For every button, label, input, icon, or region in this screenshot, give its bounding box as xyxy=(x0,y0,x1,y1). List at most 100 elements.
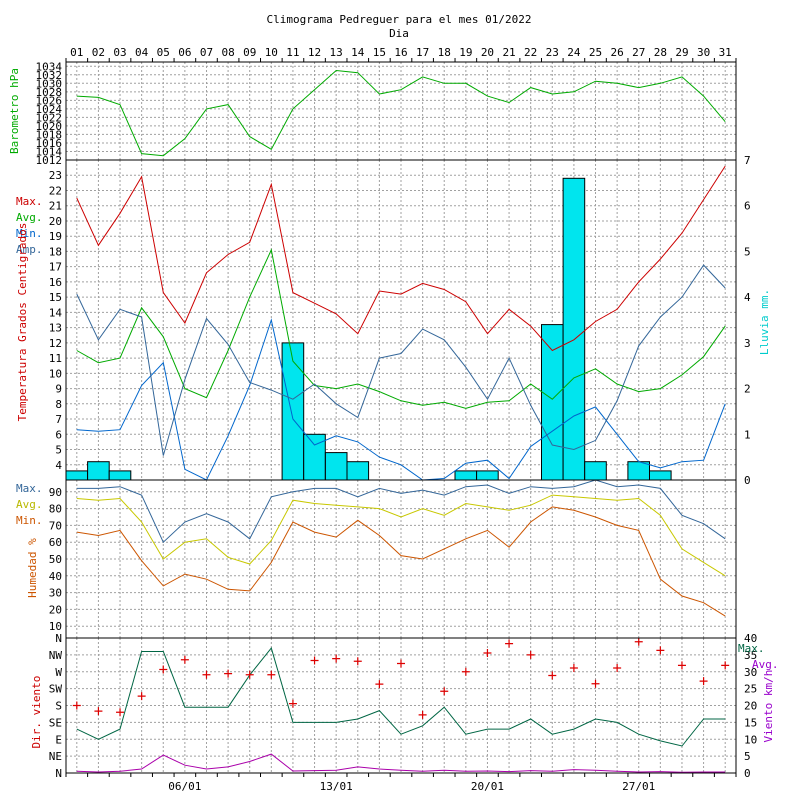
y-tick-label: 19 xyxy=(49,230,62,243)
rain-bar xyxy=(649,470,672,481)
wind-direction-marker xyxy=(94,707,103,716)
wind-dir-tick-label: E xyxy=(55,733,62,746)
temp-legend-entry: Amp. xyxy=(16,243,43,256)
chart-subtitle: Dia xyxy=(389,27,409,40)
y-tick-label: 7 xyxy=(55,413,62,426)
y-tick-label: 8 xyxy=(55,398,62,411)
day-tick-label: 19 xyxy=(459,46,472,59)
date-tick-label: 20/01 xyxy=(471,780,504,793)
y2-tick-label: 40 xyxy=(744,632,757,645)
y-tick-label: 40 xyxy=(49,570,62,583)
rain-bar xyxy=(562,177,586,481)
wind-direction-marker xyxy=(699,677,708,686)
labels-layer: 01 02 03 04 05 06 07 08 09 10 11 12 13 14 15 16 17 18 19 20… xyxy=(8,46,779,793)
panel-frame xyxy=(65,637,737,774)
wind-direction-marker xyxy=(721,661,730,670)
y2-tick-label: 1 xyxy=(744,428,751,441)
day-tick-label: 09 xyxy=(243,46,256,59)
humidity-legend-entry: Min. xyxy=(16,514,43,527)
day-tick-label: 26 xyxy=(611,46,624,59)
y2-tick-label: 6 xyxy=(744,200,751,213)
wind-max-line xyxy=(76,647,726,747)
y2-tick-label: 3 xyxy=(744,337,751,350)
day-tick-label: 17 xyxy=(416,46,429,59)
y-tick-label: 90 xyxy=(49,486,62,499)
rain-bar xyxy=(627,461,651,481)
wind-dir-tick-label: SE xyxy=(49,716,62,729)
panel-frames-layer xyxy=(65,58,737,777)
y-tick-label: 14 xyxy=(49,306,63,319)
day-tick-label: 20 xyxy=(481,46,494,59)
wind-direction-marker xyxy=(397,659,405,668)
y-tick-label: 16 xyxy=(49,276,62,289)
y2-tick-label: 10 xyxy=(744,733,757,746)
y-tick-label: 1030 xyxy=(36,77,63,90)
y-tick-label: 12 xyxy=(49,337,62,350)
y2-tick-label: 15 xyxy=(744,716,757,729)
y-tick-label: 13 xyxy=(49,322,62,335)
humidity-legend-entry: Max. xyxy=(16,482,43,495)
wind-dir-tick-label: N xyxy=(55,632,62,645)
rain-bar xyxy=(87,461,110,481)
y-tick-label: 30 xyxy=(49,587,62,600)
rain-bar xyxy=(476,470,499,481)
rain-bar xyxy=(324,452,348,481)
wind-direction-marker xyxy=(505,639,514,648)
y2-tick-label: 30 xyxy=(744,666,757,679)
wind-direction-marker xyxy=(656,646,665,655)
humidity-avg-line xyxy=(76,494,726,577)
wind-direction-marker xyxy=(375,680,384,689)
day-tick-label: 31 xyxy=(719,46,732,59)
wind-direction-marker xyxy=(288,699,297,708)
rain-bar xyxy=(541,324,564,481)
y2-tick-label: 35 xyxy=(744,649,757,662)
barometer-line xyxy=(76,69,726,157)
day-tick-label: 14 xyxy=(351,46,365,59)
wind-direction-marker xyxy=(440,687,449,696)
y-tick-label: 20 xyxy=(49,603,62,616)
day-tick-label: 16 xyxy=(394,46,407,59)
wind-direction-marker xyxy=(461,667,470,676)
y-tick-label: 9 xyxy=(55,383,62,396)
wind-direction-marker xyxy=(634,637,643,646)
day-tick-label: 23 xyxy=(546,46,559,59)
day-tick-label: 04 xyxy=(135,46,149,59)
chart-title: Climograma Pedreguer para el mes 01/2022 xyxy=(267,13,532,26)
day-tick-label: 29 xyxy=(675,46,688,59)
y-tick-label: 1022 xyxy=(36,111,63,124)
y-tick-label: 10 xyxy=(49,620,62,633)
wind-direction-marker xyxy=(310,656,319,665)
day-tick-label: 24 xyxy=(567,46,581,59)
day-tick-label: 22 xyxy=(524,46,537,59)
wind-direction-marker xyxy=(180,655,189,664)
wind-direction-marker xyxy=(613,664,622,672)
day-tick-label: 03 xyxy=(113,46,126,59)
wind-legend-entry: Max. xyxy=(738,642,765,655)
rain-bar xyxy=(303,433,326,481)
y-tick-label: 21 xyxy=(49,200,62,213)
wind-direction-marker xyxy=(418,710,427,719)
rain-bar xyxy=(584,461,607,481)
day-tick-label: 28 xyxy=(654,46,667,59)
date-tick-label: 13/01 xyxy=(320,780,353,793)
y2-tick-label: 4 xyxy=(744,291,751,304)
y-tick-label: 23 xyxy=(49,169,62,182)
rain-axis-label: Lluvia mm. xyxy=(758,289,771,355)
day-tick-label: 21 xyxy=(502,46,515,59)
wind-direction-marker xyxy=(353,657,362,666)
y2-tick-label: 25 xyxy=(744,683,757,696)
y-tick-label: 11 xyxy=(49,352,62,365)
y-tick-label: 1018 xyxy=(36,128,63,141)
y-tick-label: 80 xyxy=(49,503,62,516)
day-tick-label: 05 xyxy=(157,46,170,59)
y-tick-label: 1028 xyxy=(36,86,63,99)
temp-legend-entry: Avg. xyxy=(16,211,43,224)
y-tick-label: 18 xyxy=(49,245,62,258)
y-tick-label: 5 xyxy=(55,444,62,457)
temp-amp-line xyxy=(76,264,726,456)
wind-dir-tick-label: W xyxy=(55,666,62,679)
y2-tick-label: 20 xyxy=(744,700,757,713)
wind-direction-marker xyxy=(202,670,211,679)
